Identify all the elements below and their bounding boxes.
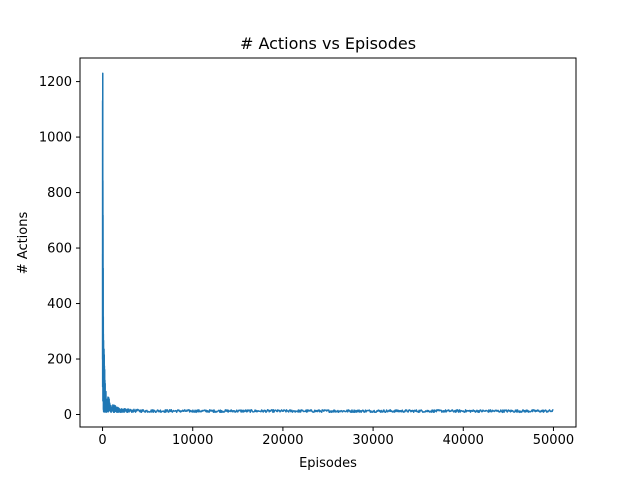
y-tick-label: 1200: [39, 75, 72, 90]
x-tick-label: 20000: [262, 433, 303, 448]
y-tick-label: 400: [47, 297, 72, 312]
axes-frame: [79, 57, 577, 428]
y-tick-label: 600: [47, 242, 72, 257]
x-tick-label: 50000: [533, 433, 574, 448]
series-line: [101, 72, 554, 414]
x-tick-label: 0: [98, 433, 106, 448]
plot-area: [101, 72, 554, 414]
x-tick-label: 30000: [352, 433, 393, 448]
chart-title: # Actions vs Episodes: [240, 34, 416, 53]
x-axis-label: Episodes: [299, 456, 357, 471]
x-tick-label: 10000: [172, 433, 213, 448]
y-tick-label: 1000: [39, 131, 72, 146]
y-tick-label: 200: [47, 353, 72, 368]
y-tick-label: 800: [47, 186, 72, 201]
y-tick-label: 0: [64, 408, 72, 423]
x-tick-label: 40000: [443, 433, 484, 448]
y-axis-label: # Actions: [16, 212, 31, 275]
axis-ticks: 0 10000 20000 30000 40000 50000 0 200 400 600 800 1…: [39, 75, 574, 448]
